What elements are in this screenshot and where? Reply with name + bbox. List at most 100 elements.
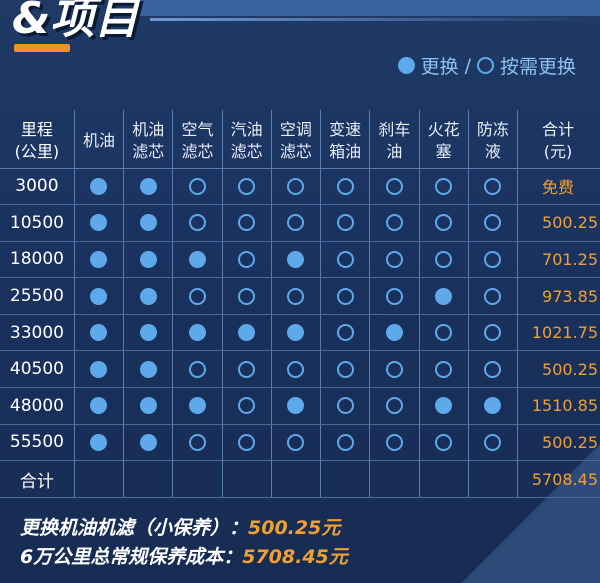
- empty-circle-icon: [336, 433, 354, 451]
- empty-circle-icon: [336, 214, 354, 232]
- divider: [150, 18, 600, 21]
- empty-cell: [467, 460, 518, 498]
- filled-circle-icon: [397, 57, 415, 74]
- item-cell: [123, 424, 173, 462]
- total-label: 合计: [0, 460, 75, 498]
- summary-value: 5708.45元: [242, 546, 348, 568]
- item-cell: [369, 168, 419, 206]
- summary-line-2: 6万公里总常规保养成本：5708.45元: [20, 543, 348, 572]
- cost-cell: 500.25: [516, 424, 600, 462]
- empty-circle-icon: [336, 324, 354, 342]
- cost-cell: 1021.75: [516, 314, 600, 352]
- legend: 更换 / 按需更换: [397, 52, 576, 79]
- empty-circle-icon: [385, 250, 403, 268]
- mileage-cell: 25500: [0, 277, 75, 315]
- cost-cell: 1510.85: [516, 387, 600, 425]
- item-cell: [320, 277, 370, 315]
- filled-circle-icon: [90, 177, 108, 195]
- filled-circle-icon: [139, 433, 157, 451]
- item-cell: [467, 350, 518, 389]
- filled-circle-icon: [188, 324, 206, 342]
- item-cell: [320, 204, 370, 242]
- item-cell: [320, 241, 370, 279]
- empty-circle-icon: [435, 324, 453, 342]
- item-cell: [172, 277, 223, 315]
- item-cell: [221, 387, 272, 425]
- empty-circle-icon: [435, 360, 453, 378]
- total-cost: 5708.45: [516, 460, 600, 498]
- empty-circle-icon: [188, 287, 206, 305]
- empty-circle-icon: [385, 214, 403, 232]
- empty-circle-icon: [287, 287, 305, 305]
- empty-cell: [320, 460, 370, 498]
- swoosh-decoration: [14, 44, 70, 52]
- mileage-cell: 48000: [0, 387, 75, 425]
- mileage-cell: 40500: [0, 350, 75, 389]
- item-cell: [270, 424, 321, 462]
- item-cell: [418, 241, 469, 279]
- item-cell: [270, 168, 321, 206]
- empty-circle-icon: [385, 287, 403, 305]
- empty-circle-icon: [188, 360, 206, 378]
- empty-circle-icon: [188, 177, 206, 195]
- table-row: 25500 973.85: [0, 277, 600, 315]
- item-cell: [73, 277, 124, 315]
- column-header: 机油: [73, 110, 124, 169]
- summary-line-1: 更换机油机滤（小保养）：500.25元: [20, 514, 348, 543]
- item-cell: [270, 241, 321, 279]
- empty-circle-icon: [336, 360, 354, 378]
- item-cell: [369, 314, 419, 352]
- item-cell: [73, 241, 124, 279]
- empty-circle-icon: [385, 177, 403, 195]
- mileage-cell: 33000: [0, 314, 75, 352]
- column-header: 汽油 滤芯: [221, 110, 272, 169]
- item-cell: [467, 387, 518, 425]
- summary: 更换机油机滤（小保养）：500.25元 6万公里总常规保养成本：5708.45元: [20, 514, 348, 572]
- filled-circle-icon: [435, 397, 453, 415]
- empty-circle-icon: [484, 324, 502, 342]
- item-cell: [123, 168, 173, 206]
- item-cell: [123, 350, 173, 389]
- cost-cell: 免费: [516, 168, 600, 206]
- item-cell: [172, 168, 223, 206]
- item-cell: [418, 424, 469, 462]
- empty-circle-icon: [238, 397, 256, 415]
- empty-circle-icon: [188, 214, 206, 232]
- item-cell: [418, 204, 469, 242]
- empty-circle-icon: [484, 360, 502, 378]
- item-cell: [270, 314, 321, 352]
- empty-circle-icon: [238, 214, 256, 232]
- mileage-cell: 55500: [0, 424, 75, 462]
- empty-circle-icon: [435, 250, 453, 268]
- item-cell: [369, 277, 419, 315]
- filled-circle-icon: [188, 397, 206, 415]
- column-header: 刹车 油: [369, 110, 419, 169]
- filled-circle-icon: [139, 360, 157, 378]
- item-cell: [467, 424, 518, 462]
- filled-circle-icon: [287, 397, 305, 415]
- empty-cell: [221, 460, 272, 498]
- column-header: 机油 滤芯: [123, 110, 173, 169]
- item-cell: [172, 241, 223, 279]
- item-cell: [467, 168, 518, 206]
- empty-cell: [172, 460, 223, 498]
- filled-circle-icon: [484, 397, 502, 415]
- summary-label: 6万公里总常规保养成本：: [20, 546, 243, 568]
- empty-circle-icon: [336, 287, 354, 305]
- item-cell: [270, 350, 321, 389]
- filled-circle-icon: [287, 324, 305, 342]
- item-cell: [221, 424, 272, 462]
- item-cell: [418, 314, 469, 352]
- item-cell: [221, 350, 272, 389]
- filled-circle-icon: [90, 360, 108, 378]
- cost-cell: 500.25: [516, 350, 600, 389]
- empty-circle-icon: [385, 433, 403, 451]
- empty-circle-icon: [385, 360, 403, 378]
- empty-circle-icon: [484, 214, 502, 232]
- legend-as-needed: 按需更换: [499, 56, 576, 78]
- empty-circle-icon: [287, 177, 305, 195]
- legend-separator: /: [464, 54, 471, 77]
- total-row: 合计 5708.45: [0, 460, 600, 498]
- item-cell: [467, 204, 518, 242]
- column-header: 里程 (公里): [0, 110, 75, 169]
